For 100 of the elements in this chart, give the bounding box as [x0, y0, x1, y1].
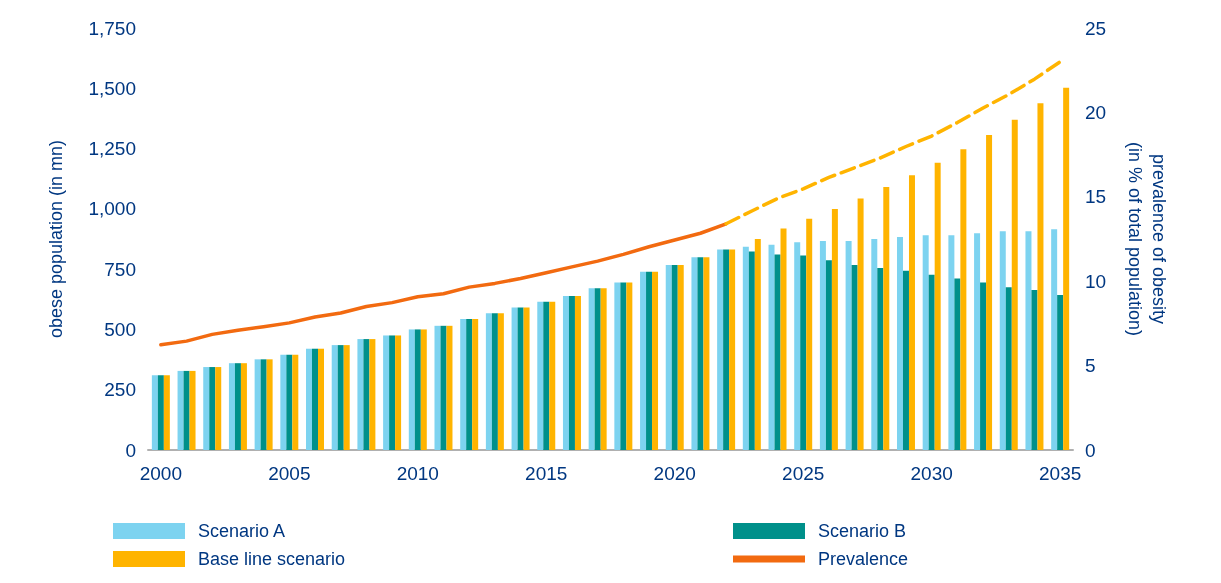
bar [857, 198, 864, 450]
y-tick-label: 750 [104, 258, 136, 280]
bar [389, 335, 396, 450]
bar [408, 329, 415, 450]
bar [1011, 119, 1018, 450]
y-tick-label: 1,250 [88, 138, 136, 160]
bar [877, 267, 884, 450]
x-tick-label: 2005 [268, 463, 311, 484]
bar [440, 325, 447, 450]
legend-label: Scenario A [198, 521, 286, 541]
bar [697, 257, 704, 450]
bar [383, 335, 390, 450]
bar [266, 359, 273, 450]
bar [948, 235, 955, 450]
y2-tick-label: 15 [1085, 186, 1107, 208]
bar [774, 254, 781, 450]
bar [1037, 103, 1044, 450]
y-tick-label: 1,500 [88, 77, 136, 99]
bar [189, 370, 196, 450]
bar [537, 301, 544, 450]
bar [163, 375, 170, 450]
bar [871, 239, 878, 450]
bar [594, 288, 601, 450]
bar [800, 255, 807, 450]
bar [466, 319, 473, 450]
bar [357, 339, 364, 450]
y-tick-label: 1,750 [88, 17, 136, 39]
legend-label: Base line scenario [198, 549, 346, 569]
x-tick-label: 2000 [139, 463, 182, 484]
bar [922, 235, 929, 450]
y-tick-label: 500 [104, 318, 136, 340]
bar [691, 257, 698, 450]
bar [1051, 229, 1058, 450]
bar [652, 271, 659, 450]
bar [723, 249, 730, 450]
x-tick-label: 2035 [1039, 463, 1082, 484]
bar [209, 367, 216, 450]
bar [434, 325, 441, 450]
bar [574, 295, 581, 450]
bar [414, 329, 421, 450]
bar [928, 274, 935, 450]
bar [748, 251, 755, 450]
x-tick-label: 2030 [910, 463, 953, 484]
bar [986, 135, 993, 450]
bar [228, 363, 235, 450]
bar [677, 265, 684, 450]
legend-label: Prevalence [818, 549, 909, 569]
bar [794, 242, 801, 450]
bar [717, 249, 724, 450]
bar [497, 313, 504, 450]
bar [780, 228, 787, 450]
bar [845, 240, 852, 450]
bar [491, 313, 498, 450]
bar [523, 307, 530, 450]
bar [896, 237, 903, 450]
y2-tick-label: 10 [1085, 270, 1107, 292]
bar [485, 313, 492, 450]
bar [729, 249, 736, 450]
bar [549, 301, 556, 450]
bar [369, 339, 376, 450]
bar [472, 319, 479, 450]
bar [974, 233, 981, 450]
bar [883, 186, 890, 450]
bar [819, 240, 826, 450]
bar [446, 325, 453, 450]
line-series [159, 222, 728, 347]
legend-label: Scenario B [818, 521, 907, 541]
bar [395, 335, 402, 450]
bar [234, 363, 241, 450]
bar [543, 301, 550, 450]
bar [260, 359, 267, 450]
bar [954, 278, 961, 450]
bar [312, 348, 319, 450]
bar [306, 348, 313, 450]
bar [600, 288, 607, 450]
x-tick-label: 2015 [525, 463, 568, 484]
bar [703, 257, 710, 450]
bar [420, 329, 427, 450]
bar [562, 295, 569, 450]
bar [851, 265, 858, 450]
line-series [724, 60, 1062, 226]
bar [1031, 290, 1038, 450]
bar [1057, 294, 1064, 450]
bar [286, 354, 293, 450]
bar [568, 295, 575, 450]
bar [280, 354, 287, 450]
y-tick-label: 250 [104, 379, 136, 401]
x-tick-label: 2010 [396, 463, 439, 484]
bar [742, 246, 749, 450]
y2-tick-label: 5 [1085, 355, 1096, 377]
bar [665, 265, 672, 450]
bar [337, 345, 344, 450]
bar [806, 218, 813, 450]
bar [151, 375, 158, 450]
bar [626, 282, 633, 450]
bar [215, 367, 222, 450]
bar [671, 265, 678, 450]
y-axis-title: obese population (in mn) [46, 139, 66, 339]
x-tick-label: 2025 [782, 463, 825, 484]
y2-tick-label: 25 [1085, 17, 1107, 39]
